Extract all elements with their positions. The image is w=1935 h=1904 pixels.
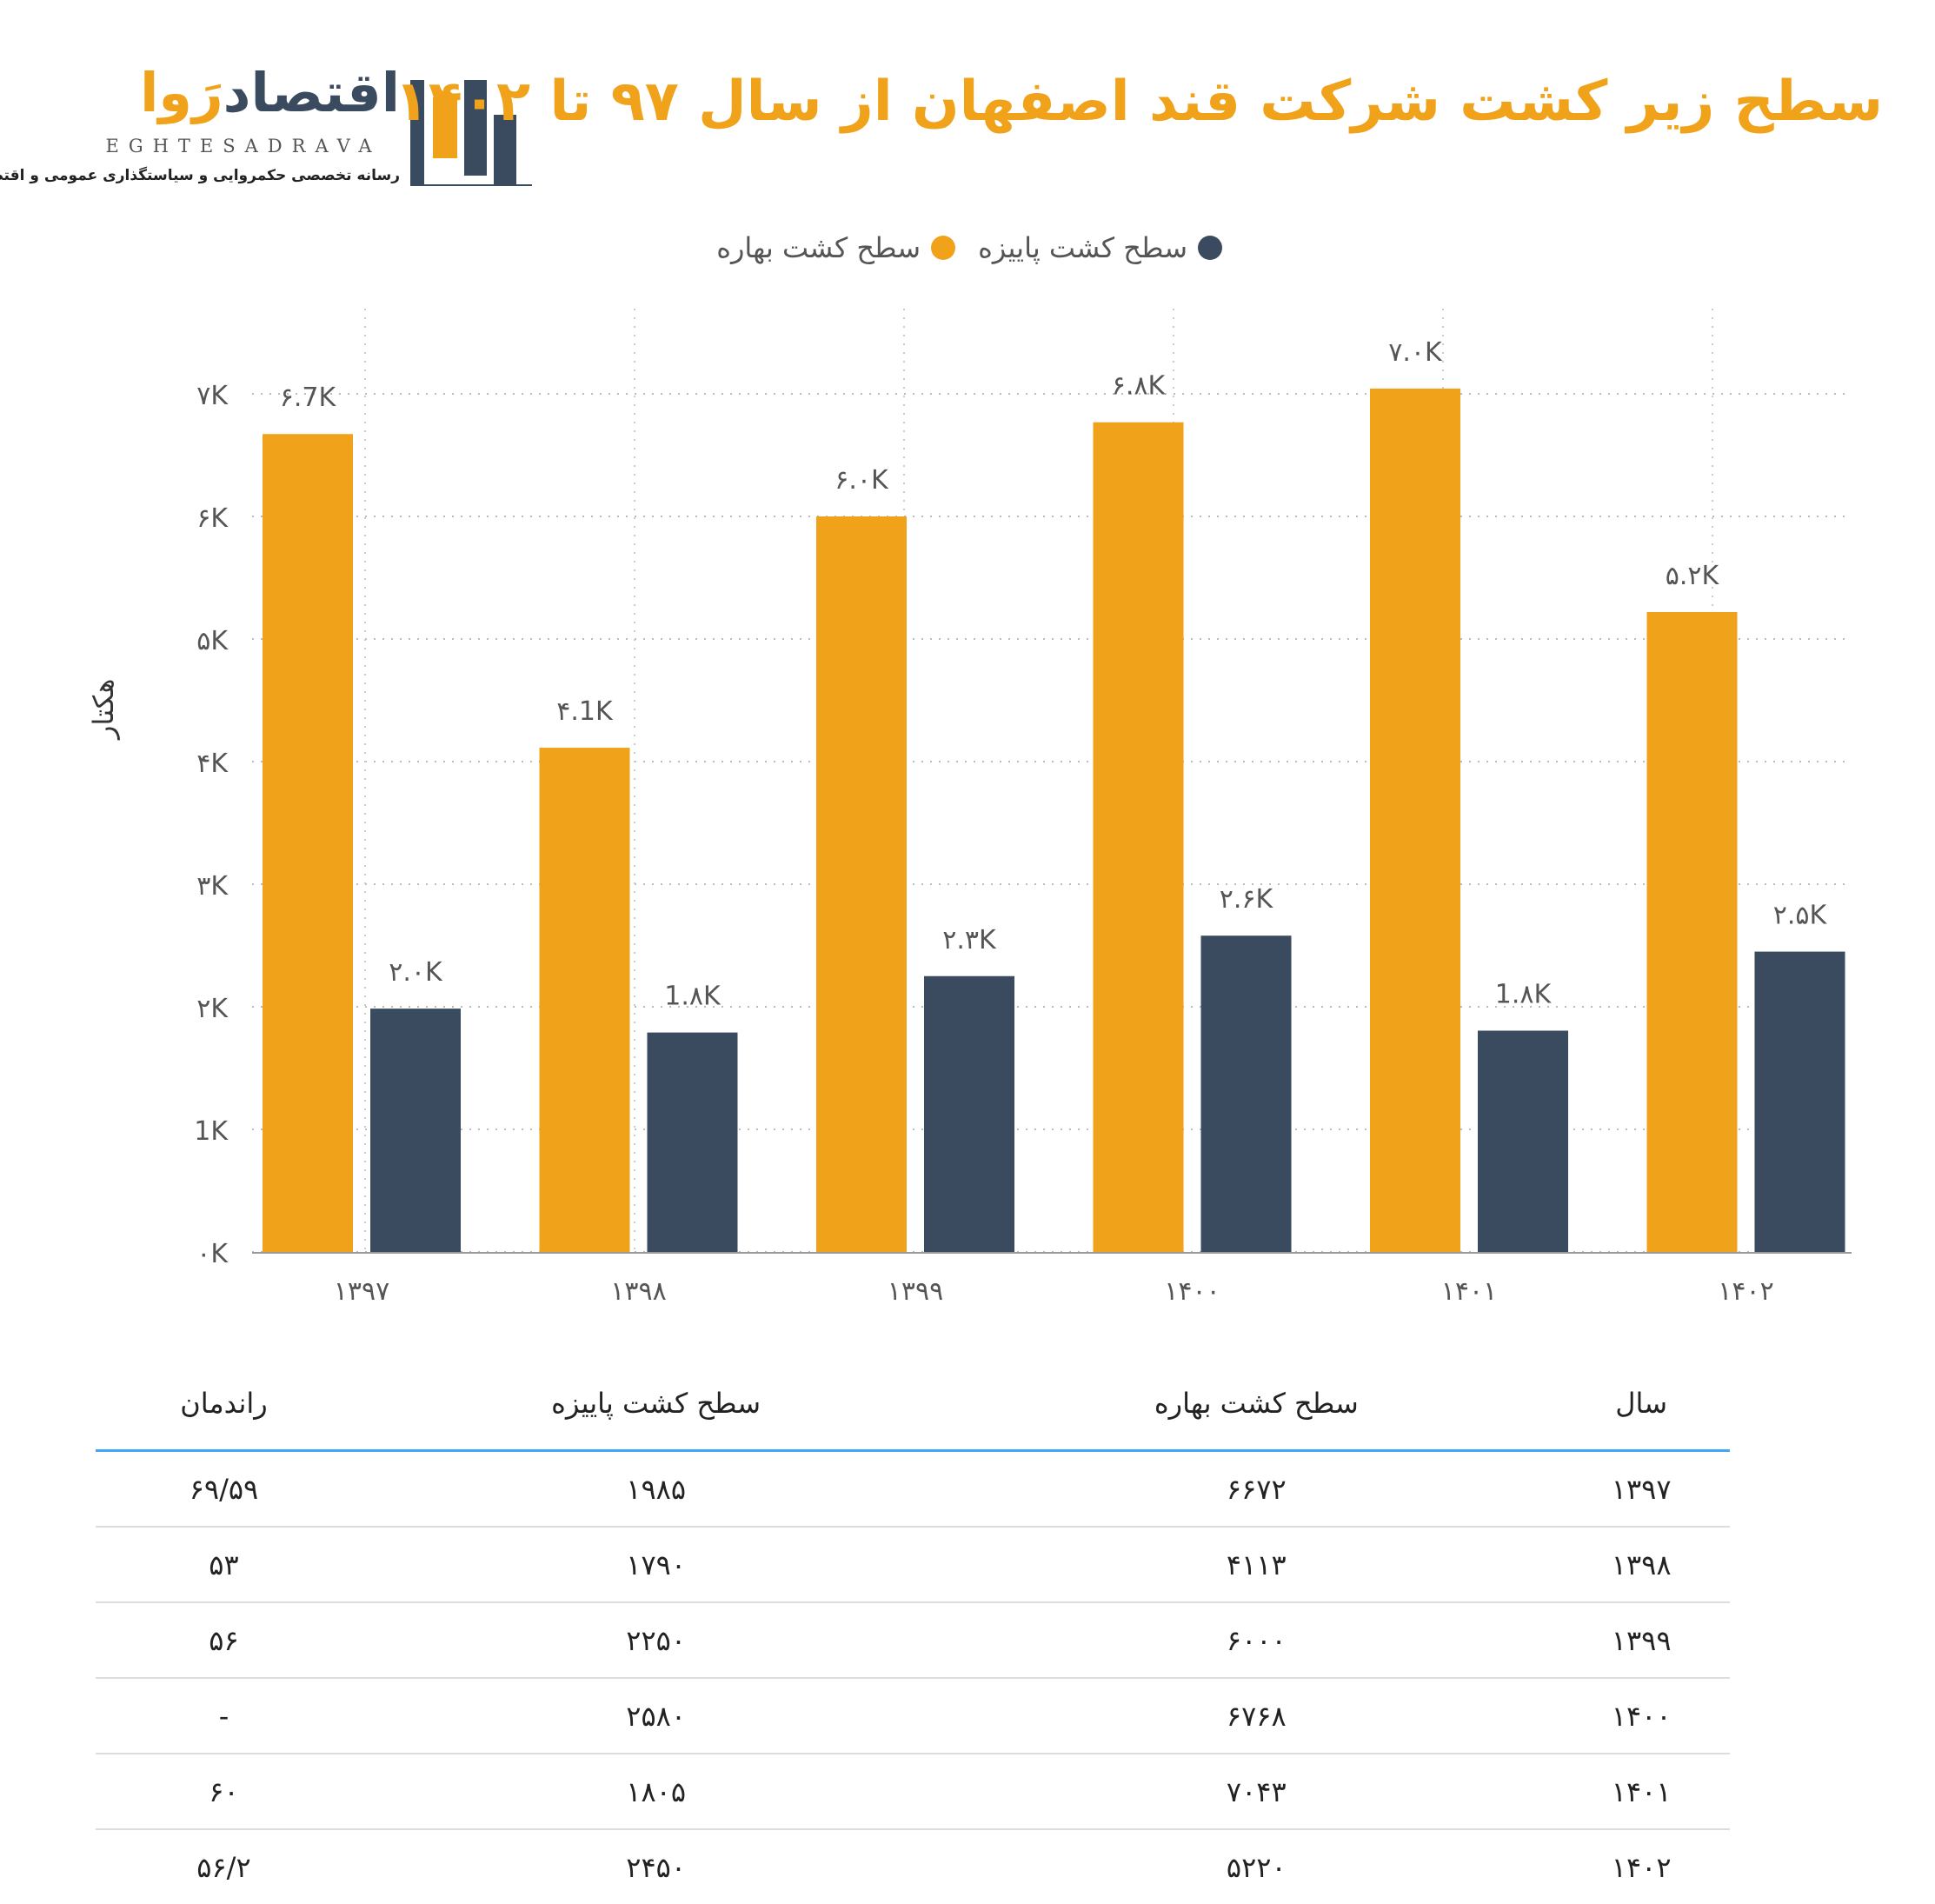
y-tick-label: ۷K: [196, 381, 229, 411]
bar-autumn: [1200, 935, 1292, 1252]
bar-autumn: [1478, 1030, 1568, 1252]
data-label-spring: ۶.7K: [280, 383, 337, 413]
cell-autumn: ۱۹۸۵: [351, 1450, 961, 1528]
cell-autumn: ۲۵۸۰: [351, 1678, 961, 1754]
y-tick-label: ۶K: [196, 503, 229, 534]
y-tick-label: ۴K: [196, 749, 229, 779]
data-label-autumn: 1.۸K: [1495, 979, 1553, 1009]
cell-autumn: ۱۷۹۰: [351, 1527, 961, 1603]
data-label-autumn: ۲.۰K: [389, 957, 443, 988]
cell-spring: ۴۱۱۳: [960, 1527, 1553, 1603]
table-row: ۱۴۰۲ ۵۲۲۰ ۲۴۵۰ ۵۶/۲: [96, 1829, 1730, 1904]
cell-spring: ۶۰۰۰: [960, 1602, 1553, 1679]
x-tick-label: ۱۳۹۸: [610, 1276, 666, 1307]
bar-spring: [263, 434, 353, 1252]
cell-spring: ۷۰۴۳: [960, 1754, 1553, 1830]
x-tick-label: ۱۴۰۱: [1441, 1276, 1497, 1307]
cell-spring: ۶۶۷۲: [960, 1450, 1553, 1528]
logo-latin-text: EGHTESADRAVA: [105, 136, 382, 156]
cell-spring: ۶۷۶۸: [960, 1678, 1553, 1754]
x-tick-label: ۱۴۰۲: [1718, 1276, 1773, 1307]
y-tick-label: ۲K: [196, 994, 229, 1024]
legend-swatch-spring: [931, 236, 956, 260]
x-tick-label: ۱۳۹۹: [888, 1276, 943, 1307]
data-label-spring: ۶.۸K: [1112, 371, 1167, 402]
chart-legend: سطح کشت پاییزه سطح کشت بهاره: [716, 231, 1222, 264]
y-tick-label: ۳K: [196, 871, 229, 902]
bar-autumn: [370, 1009, 461, 1252]
bar-autumn: [924, 975, 1014, 1252]
header-year: سال: [1553, 1356, 1730, 1452]
bar-spring: [539, 748, 630, 1252]
data-label-autumn: ۲.۵K: [1773, 901, 1828, 931]
bar-chart: ۰K 1K ۲K ۳K ۴K ۵K ۶K ۷K ۶.7K ۲.۰K ۱۳۹۷ ۴.1K 1.۸K ۱۳۹۸…: [194, 309, 1852, 1307]
table-row: ۱۳۹۸ ۴۱۱۳ ۱۷۹۰ ۵۳: [96, 1527, 1730, 1603]
bar-spring: [1093, 422, 1184, 1252]
data-label-spring: ۶.۰K: [835, 465, 889, 496]
cell-yield: ۵۳: [96, 1527, 352, 1603]
data-label-spring: ۷.۰K: [1388, 337, 1443, 368]
cell-year: ۱۳۹۷: [1553, 1450, 1730, 1528]
header-yield: راندمان: [96, 1356, 352, 1452]
legend-swatch-autumn: [1198, 236, 1222, 260]
header-autumn-area: سطح کشت پاییزه: [351, 1356, 961, 1452]
y-tick-label: ۵K: [196, 626, 229, 656]
bar-spring: [816, 516, 907, 1252]
y-tick-label: ۰K: [196, 1239, 229, 1269]
bar-autumn: [1754, 951, 1845, 1252]
logo-mark-icon: [410, 80, 532, 186]
bar-autumn: [647, 1032, 738, 1252]
cell-yield: ۶۰: [96, 1754, 352, 1830]
data-table: سال سطح کشت بهاره سطح کشت پاییزه راندمان…: [96, 1356, 1730, 1904]
y-tick-label: 1K: [194, 1116, 229, 1147]
cell-year: ۱۴۰۲: [1611, 1850, 1672, 1884]
data-label-spring: ۵.۲K: [1666, 561, 1720, 591]
table-header-row: سال سطح کشت بهاره سطح کشت پاییزه راندمان: [96, 1356, 1730, 1452]
chart-title: سطح زیر کشت شرکت قند اصفهان از سال ۹۷ تا…: [394, 70, 1883, 134]
cell-year: ۱۴۰۰: [1553, 1678, 1730, 1754]
bar-spring: [1646, 611, 1738, 1252]
cell-yield: ۵۶: [96, 1602, 352, 1679]
bar-spring: [1370, 388, 1460, 1252]
legend-item-spring[interactable]: سطح کشت بهاره: [716, 231, 956, 264]
legend-item-autumn[interactable]: سطح کشت پاییزه: [978, 231, 1222, 264]
logo-tagline: رسانه تخصصی حکمروایی و سیاستگذاری عمومی …: [0, 167, 400, 184]
table-row: ۱۴۰۱ ۷۰۴۳ ۱۸۰۵ ۶۰: [96, 1754, 1730, 1830]
table-row: ۱۴۰۰ ۶۷۶۸ ۲۵۸۰ -: [96, 1678, 1730, 1754]
table-row: ۱۳۹۹ ۶۰۰۰ ۲۲۵۰ ۵۶: [96, 1602, 1730, 1679]
cell-yield: ۵۶/۲: [196, 1850, 251, 1884]
legend-label-autumn: سطح کشت پاییزه: [978, 231, 1187, 264]
x-tick-label: ۱۳۹۷: [334, 1276, 389, 1307]
cell-yield: ۶۹/۵۹: [96, 1450, 352, 1528]
brand-logo: اقتصادرَوا EGHTESADRAVA رسانه تخصصی حکمر…: [0, 61, 539, 200]
logo-wordmark: اقتصادرَوا: [140, 61, 400, 124]
data-label-autumn: ۲.۳K: [942, 925, 997, 955]
cell-year: ۱۳۹۸: [1553, 1527, 1730, 1603]
cell-autumn: ۱۸۰۵: [351, 1754, 961, 1830]
legend-label-spring: سطح کشت بهاره: [716, 231, 921, 264]
data-label-spring: ۴.1K: [556, 696, 614, 727]
data-label-autumn: ۲.۶K: [1220, 884, 1274, 915]
header: اقتصادرَوا EGHTESADRAVA رسانه تخصصی حکمر…: [0, 0, 1935, 209]
cell-year: ۱۴۰۱: [1553, 1754, 1730, 1830]
cell-year: ۱۳۹۹: [1553, 1602, 1730, 1679]
table-row: ۱۳۹۷ ۶۶۷۲ ۱۹۸۵ ۶۹/۵۹: [96, 1450, 1730, 1528]
cell-autumn: ۲۴۵۰: [626, 1850, 686, 1884]
header-spring-area: سطح کشت بهاره: [960, 1356, 1553, 1452]
cell-yield: -: [96, 1678, 352, 1754]
cell-autumn: ۲۲۵۰: [351, 1602, 961, 1679]
x-tick-label: ۱۴۰۰: [1164, 1276, 1220, 1307]
cell-spring: ۵۲۲۰: [1226, 1850, 1287, 1884]
data-label-autumn: 1.۸K: [664, 982, 721, 1012]
